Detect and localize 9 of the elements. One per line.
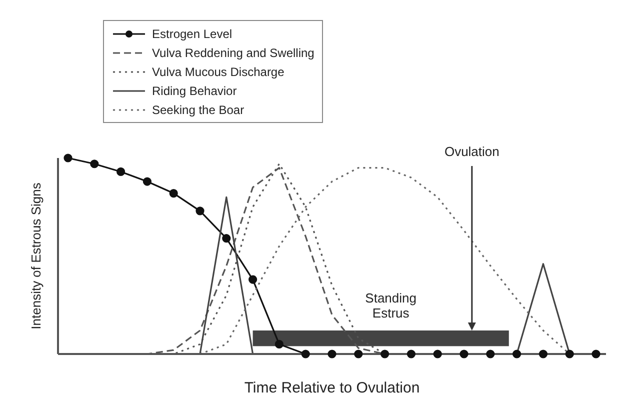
legend-label: Vulva Reddening and Swelling: [152, 46, 314, 60]
y-axis-title: Intensity of Estrous Signs: [28, 182, 44, 330]
legend-label: Riding Behavior: [152, 84, 237, 98]
legend-label: Vulva Mucous Discharge: [152, 64, 284, 78]
legend-label: Estrogen Level: [152, 26, 232, 40]
legend-label: Seeking the Boar: [152, 102, 244, 116]
annotation: Standing Estrus: [365, 290, 417, 320]
x-axis-title: Time Relative to Ovulation: [244, 380, 420, 397]
annotation: Ovulation: [444, 144, 500, 159]
